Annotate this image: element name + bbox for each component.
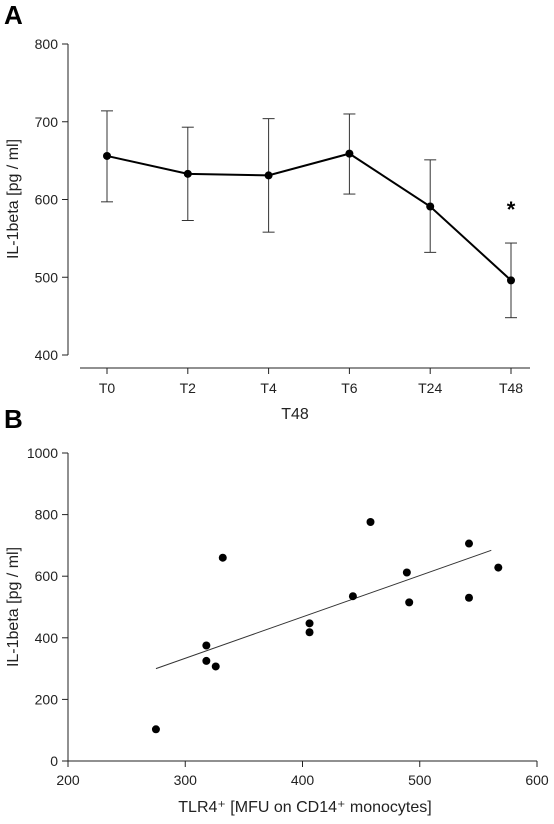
panel-b-data-point [494, 563, 503, 572]
panel-b-x-tick-label: 200 [56, 772, 80, 788]
panel-a-significance-marker: * [507, 197, 516, 222]
panel-b-x-tick-label: 600 [525, 772, 549, 788]
panel-b-letter: B [4, 404, 23, 434]
panel-a-x-tick-label: T6 [341, 380, 358, 396]
panel-b: B T48 IL-1beta [pg / ml] TLR4⁺ [MFU on C… [4, 404, 549, 816]
panel-a-data-point [183, 169, 192, 178]
panel-b-data-point [402, 568, 411, 577]
panel-b-data-point [305, 619, 314, 628]
panel-b-data-point [464, 593, 473, 602]
panel-a-x-tick-label: T0 [99, 380, 116, 396]
panel-b-data-point [202, 656, 211, 665]
panel-b-y-axis-label: IL-1beta [pg / ml] [5, 547, 22, 667]
panel-a-data-point [426, 202, 435, 211]
panel-a-data-point [264, 171, 273, 180]
panel-b-x-tick-label: 400 [291, 772, 315, 788]
panel-a: A IL-1beta [pg / ml] 400 500 600 700 800 T0 T… [4, 0, 530, 396]
panel-b-x-tick-label: 300 [174, 772, 198, 788]
panel-a-data-point [345, 149, 354, 158]
panel-a-y-tick-label: 600 [35, 192, 59, 208]
panel-b-y-tick-label: 200 [35, 691, 59, 707]
panel-b-x-axis-label: TLR4⁺ [MFU on CD14⁺ monocytes] [178, 799, 431, 816]
panel-a-y-tick-label: 500 [35, 269, 59, 285]
panel-a-letter: A [4, 0, 23, 30]
panel-b-data-point [305, 628, 314, 637]
panel-b-data-point [348, 592, 357, 601]
panel-b-data-point [151, 725, 160, 734]
panel-a-x-tick-label: T2 [180, 380, 197, 396]
panel-b-data-point [464, 539, 473, 548]
panel-b-y-tick-label: 400 [35, 630, 59, 646]
panel-b-y-tick-label: 800 [35, 507, 59, 523]
panel-a-series-line [106, 152, 512, 282]
panel-b-y-tick-label: 0 [50, 753, 58, 769]
panel-b-data-point [202, 641, 211, 650]
panel-b-data-point [405, 598, 414, 607]
panel-a-y-tick-label: 400 [35, 347, 59, 363]
panel-a-x-tick-label: T48 [499, 380, 523, 396]
panel-b-y-tick-label: 600 [35, 568, 59, 584]
panel-a-x-tick-label: T4 [260, 380, 277, 396]
panel-a-y-tick-label: 800 [35, 36, 59, 52]
panel-b-x-tick-label: 500 [408, 772, 432, 788]
panel-b-title: T48 [281, 406, 309, 423]
panel-b-y-tick-label: 1000 [27, 445, 58, 461]
panel-b-data-point [366, 517, 375, 526]
panel-b-data-point [218, 553, 227, 562]
panel-a-data-point [507, 276, 515, 285]
panel-a-x-tick-label: T24 [418, 380, 442, 396]
panel-a-y-axis-label: IL-1beta [pg / ml] [5, 139, 22, 259]
panel-b-data-point [211, 662, 220, 671]
panel-b-regression-line [155, 549, 492, 670]
panel-a-data-point [103, 151, 111, 160]
panel-a-y-tick-label: 700 [35, 114, 59, 130]
